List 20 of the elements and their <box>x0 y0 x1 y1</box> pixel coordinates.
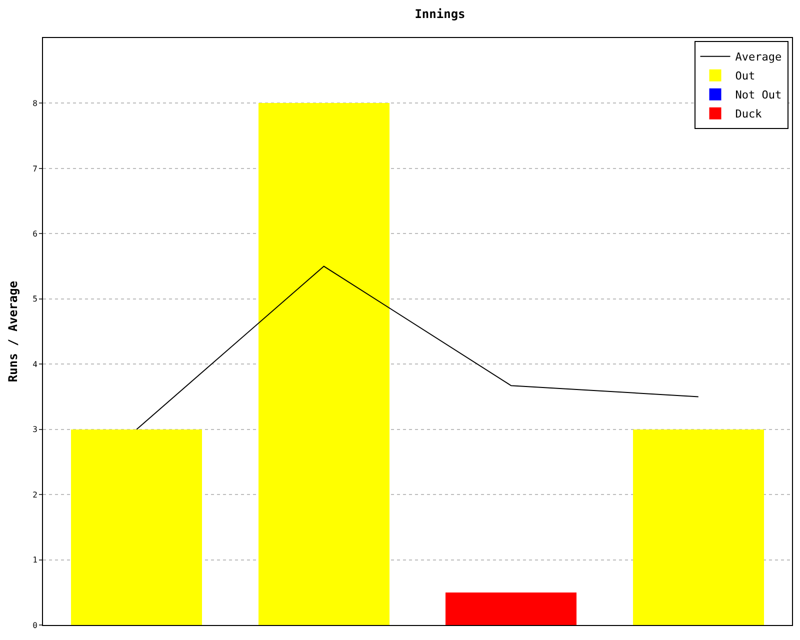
bar <box>71 429 202 625</box>
y-tick-label: 4 <box>32 360 38 369</box>
y-tick-label: 3 <box>32 425 38 434</box>
bar <box>632 429 764 625</box>
y-tick-label: 1 <box>32 556 38 565</box>
chart-title: Innings <box>414 7 466 21</box>
legend-label: Out <box>735 70 756 83</box>
y-tick-label: 7 <box>32 164 38 174</box>
y-tick-label: 6 <box>32 229 38 238</box>
y-tick-label: 0 <box>32 620 38 630</box>
y-tick-label: 5 <box>32 294 38 304</box>
y-axis-title: Runs / Average <box>6 280 20 382</box>
line-series <box>136 266 699 430</box>
bar <box>258 103 390 625</box>
y-tick-label: 2 <box>32 490 38 500</box>
y-tick-label: 8 <box>32 99 38 108</box>
legend-label: Duck <box>735 108 762 121</box>
bar <box>446 592 577 625</box>
legend-label: Not Out <box>735 88 782 102</box>
legend-label: Average <box>735 50 782 64</box>
